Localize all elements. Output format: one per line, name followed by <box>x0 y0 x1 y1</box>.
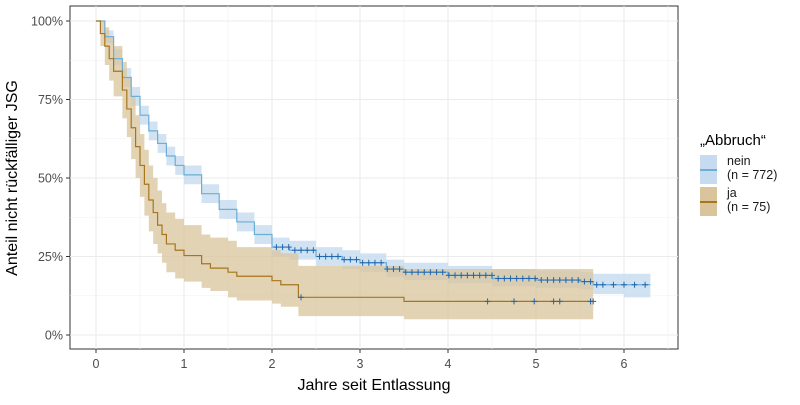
legend-key-nein <box>700 155 717 184</box>
svg-text:3: 3 <box>357 357 364 371</box>
y-axis-label: Anteil nicht rückfälliger JSG <box>4 80 21 276</box>
x-axis-label: Jahre seit Entlassung <box>298 377 451 394</box>
axis-ticks: 0 1 2 3 4 5 6 0% 25% 50% 75% 100% <box>31 15 628 372</box>
svg-text:25%: 25% <box>38 250 63 264</box>
ci-band-1 <box>96 21 594 320</box>
legend-label-ja: ja <box>727 186 737 200</box>
legend-label-nein: nein <box>727 154 751 168</box>
legend-key-ja <box>700 187 717 216</box>
svg-text:1: 1 <box>181 357 188 371</box>
svg-text:0%: 0% <box>45 329 63 343</box>
legend-title: „Abbruch“ <box>700 132 766 149</box>
svg-text:50%: 50% <box>38 172 63 186</box>
legend-count-nein: (n = 772) <box>727 168 778 182</box>
svg-text:4: 4 <box>445 357 452 371</box>
censor-marks <box>273 244 649 305</box>
legend: „Abbruch“ nein (n = 772) ja (n = 75) <box>700 132 777 219</box>
legend-item-ja: ja (n = 75) <box>700 186 777 219</box>
svg-text:100%: 100% <box>31 15 63 29</box>
svg-text:0: 0 <box>93 357 100 371</box>
svg-text:75%: 75% <box>38 93 63 107</box>
legend-item-nein: nein (n = 772) <box>700 154 778 187</box>
svg-text:5: 5 <box>533 357 540 371</box>
curve-1 <box>96 20 594 303</box>
svg-text:2: 2 <box>269 357 276 371</box>
confidence-bands <box>96 21 651 320</box>
svg-text:6: 6 <box>621 357 628 371</box>
legend-count-ja: (n = 75) <box>727 200 771 214</box>
